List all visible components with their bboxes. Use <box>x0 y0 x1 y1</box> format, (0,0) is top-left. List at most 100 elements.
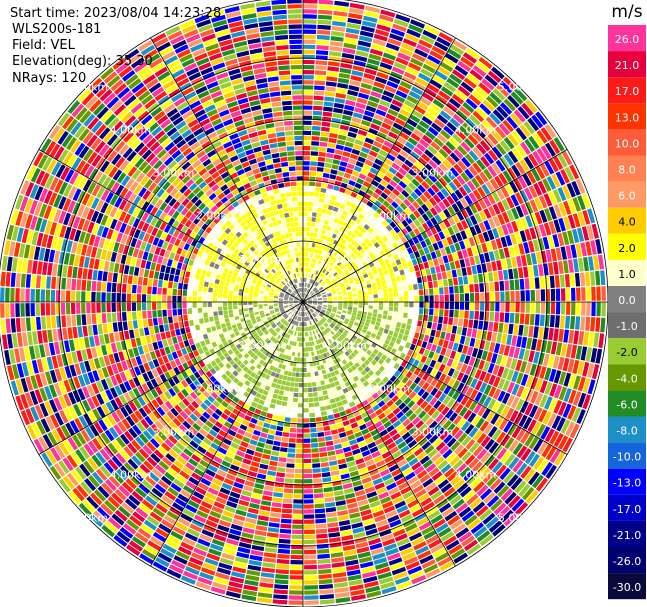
velocity-gate <box>428 126 439 137</box>
velocity-gate <box>303 453 312 458</box>
velocity-gate <box>110 399 119 411</box>
velocity-gate <box>540 289 546 301</box>
velocity-gate <box>62 457 74 472</box>
velocity-gate <box>248 343 255 349</box>
velocity-gate <box>218 429 228 438</box>
velocity-gate <box>555 171 566 186</box>
velocity-gate <box>388 166 398 175</box>
velocity-gate <box>364 523 377 531</box>
velocity-gate <box>303 382 308 388</box>
velocity-gate <box>254 483 265 490</box>
velocity-gate <box>354 489 366 497</box>
velocity-gate <box>281 401 288 407</box>
velocity-gate <box>201 373 209 382</box>
velocity-gate <box>399 269 405 276</box>
velocity-gate <box>213 380 221 388</box>
velocity-gate <box>264 385 271 391</box>
velocity-gate <box>278 323 283 328</box>
velocity-gate <box>367 172 376 179</box>
velocity-gate <box>543 193 553 207</box>
velocity-gate <box>210 383 218 391</box>
velocity-gate <box>434 214 443 223</box>
velocity-gate <box>341 534 354 541</box>
velocity-gate <box>257 515 269 522</box>
velocity-gate <box>385 232 393 240</box>
velocity-gate <box>260 500 272 507</box>
velocity-gate <box>405 453 416 463</box>
velocity-gate <box>303 120 312 125</box>
velocity-gate <box>152 531 167 543</box>
velocity-gate <box>487 426 498 438</box>
velocity-gate <box>438 338 444 347</box>
velocity-gate <box>350 517 362 524</box>
velocity-gate <box>331 270 337 275</box>
velocity-gate <box>294 309 297 314</box>
velocity-gate <box>501 224 509 236</box>
velocity-gate <box>297 311 300 316</box>
velocity-gate <box>318 223 324 229</box>
velocity-gate <box>362 77 374 85</box>
velocity-gate <box>284 306 289 308</box>
velocity-gate <box>314 508 326 514</box>
velocity-gate <box>438 177 448 187</box>
velocity-gate <box>318 9 333 15</box>
velocity-gate <box>549 315 555 328</box>
velocity-gate <box>415 545 429 556</box>
velocity-gate <box>379 261 386 267</box>
velocity-gate <box>431 122 442 133</box>
velocity-gate <box>47 431 58 446</box>
velocity-gate <box>464 454 476 466</box>
velocity-gate <box>338 343 343 349</box>
velocity-gate <box>385 113 397 122</box>
velocity-gate <box>355 251 362 258</box>
velocity-gate <box>344 337 350 342</box>
velocity-gate <box>392 23 407 33</box>
velocity-gate <box>268 429 276 435</box>
velocity-gate <box>107 442 119 455</box>
velocity-gate <box>338 255 343 261</box>
velocity-gate <box>337 277 342 282</box>
velocity-gate <box>344 241 350 247</box>
velocity-gate <box>449 73 463 85</box>
velocity-gate <box>513 178 523 191</box>
velocity-gate <box>319 313 324 317</box>
velocity-gate <box>352 324 358 329</box>
velocity-gate <box>310 372 315 377</box>
velocity-gate <box>330 41 343 47</box>
velocity-gate <box>323 246 328 251</box>
velocity-gate <box>583 331 590 346</box>
velocity-gate <box>478 210 487 221</box>
velocity-gate <box>514 87 528 102</box>
velocity-gate <box>434 224 442 233</box>
velocity-gate <box>383 505 396 514</box>
velocity-gate <box>333 438 341 445</box>
velocity-gate <box>178 424 188 433</box>
velocity-gate <box>587 208 596 224</box>
velocity-gate <box>308 283 311 289</box>
velocity-gate <box>324 379 330 385</box>
velocity-gate <box>525 290 530 302</box>
velocity-gate <box>305 257 308 262</box>
velocity-gate <box>301 312 303 317</box>
velocity-gate <box>112 472 124 484</box>
velocity-gate <box>310 268 314 274</box>
velocity-gate <box>357 289 363 294</box>
velocity-gate <box>323 298 328 300</box>
velocity-gate <box>516 372 524 385</box>
velocity-gate <box>322 172 330 179</box>
velocity-gate <box>344 363 351 369</box>
velocity-gate <box>299 322 301 327</box>
velocity-gate <box>449 117 461 129</box>
velocity-gate <box>202 473 214 482</box>
velocity-gate <box>413 367 421 376</box>
velocity-gate <box>53 382 62 396</box>
velocity-gate <box>322 324 327 329</box>
velocity-gate <box>315 265 319 270</box>
velocity-gate <box>310 263 314 268</box>
velocity-gate <box>303 257 306 262</box>
velocity-gate <box>175 441 186 451</box>
velocity-gate <box>281 319 286 323</box>
velocity-gate <box>538 409 548 423</box>
velocity-gate <box>484 438 495 451</box>
velocity-gate <box>303 342 306 347</box>
